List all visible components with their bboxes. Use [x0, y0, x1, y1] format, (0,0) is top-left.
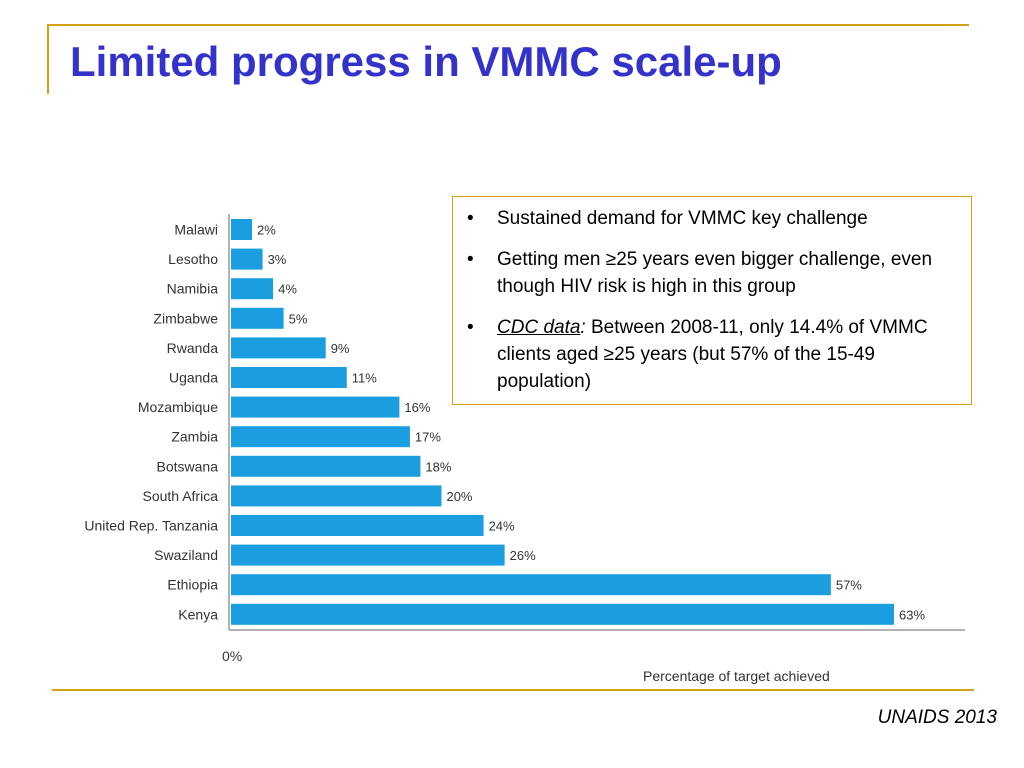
- value-label-zambia: 17%: [415, 430, 441, 445]
- bar-united-rep-tanzania: [231, 515, 484, 536]
- category-label-namibia: Namibia: [167, 281, 219, 297]
- bullet-dot-icon: •: [467, 208, 474, 229]
- bar-mozambique: [231, 396, 400, 418]
- bar-botswana: [231, 455, 421, 477]
- value-label-uganda: 11%: [352, 371, 377, 386]
- bullet-item: • Sustained demand for VMMC key challenge: [467, 205, 961, 232]
- value-label-united-rep-tanzania: 24%: [489, 519, 515, 534]
- bullet-list: • Sustained demand for VMMC key challenge…: [467, 205, 961, 395]
- bar-south-africa: [231, 485, 442, 507]
- bar-malawi: [231, 219, 253, 240]
- bullet-text: Getting men ≥25 years even bigger challe…: [497, 249, 933, 297]
- value-label-rwanda: 9%: [331, 341, 350, 356]
- bullet-item: • CDC data: Between 2008-11, only 14.4% o…: [467, 314, 961, 395]
- bullet-text: Sustained demand for VMMC key challenge: [497, 208, 868, 229]
- bar-zambia: [231, 426, 410, 448]
- bar-kenya: [231, 603, 894, 625]
- bar-lesotho: [231, 248, 263, 270]
- category-label-botswana: Botswana: [157, 458, 219, 474]
- bar-namibia: [231, 278, 274, 300]
- category-label-south-africa: South Africa: [143, 488, 219, 504]
- value-label-mozambique: 16%: [404, 400, 430, 415]
- category-label-united-rep-tanzania: United Rep. Tanzania: [84, 518, 218, 534]
- bar-ethiopia: [231, 574, 831, 596]
- category-label-kenya: Kenya: [178, 606, 218, 622]
- value-labels: 2% 3% 4% 5% 9%11% 16% 17% 18% 20% 24% 26% 57% 63%: [257, 223, 925, 623]
- category-label-zambia: Zambia: [171, 429, 218, 445]
- value-label-botswana: 18%: [425, 459, 451, 474]
- bullet-lead: CDC data: [497, 317, 581, 338]
- value-label-ethiopia: 57%: [836, 578, 862, 593]
- bullet-text: Between 2008-11, only 14.4% of VMMC clie…: [497, 317, 928, 392]
- frame-bottom-rule: [52, 689, 974, 691]
- x-tick-label: 0%: [222, 648, 242, 664]
- bars: [231, 219, 894, 625]
- x-axis-title: Percentage of target achieved: [643, 668, 830, 684]
- bar-swaziland: [231, 544, 505, 566]
- value-label-zimbabwe: 5%: [289, 311, 308, 326]
- category-labels: Malawi Lesotho Namibia Zimbabwe Rwanda Uganda…: [84, 222, 218, 623]
- category-label-zimbabwe: Zimbabwe: [153, 310, 218, 326]
- frame-left-rule: [47, 24, 49, 94]
- source-credit: UNAIDS 2013: [877, 707, 997, 728]
- callout-box: • Sustained demand for VMMC key challenge…: [452, 196, 972, 405]
- value-label-swaziland: 26%: [510, 548, 536, 563]
- category-label-uganda: Uganda: [169, 370, 218, 386]
- bar-rwanda: [231, 337, 326, 359]
- category-label-lesotho: Lesotho: [168, 251, 218, 267]
- slide-title: Limited progress in VMMC scale-up: [70, 38, 782, 85]
- value-label-namibia: 4%: [278, 282, 297, 297]
- bar-zimbabwe: [231, 307, 284, 329]
- category-label-ethiopia: Ethiopia: [167, 577, 218, 593]
- category-label-mozambique: Mozambique: [138, 399, 218, 415]
- bar-uganda: [231, 367, 347, 388]
- value-label-south-africa: 20%: [446, 489, 472, 504]
- bullet-dot-icon: •: [467, 317, 474, 338]
- bullet-item: • Getting men ≥25 years even bigger chall…: [467, 246, 961, 300]
- bullet-dot-icon: •: [467, 249, 474, 270]
- value-label-lesotho: 3%: [268, 252, 287, 267]
- value-label-kenya: 63%: [899, 607, 925, 622]
- category-label-rwanda: Rwanda: [167, 340, 219, 356]
- bullet-lead-colon: :: [580, 317, 586, 338]
- value-label-malawi: 2%: [257, 223, 276, 238]
- frame-top-rule: [47, 24, 969, 26]
- category-label-swaziland: Swaziland: [154, 547, 218, 563]
- category-label-malawi: Malawi: [174, 222, 218, 238]
